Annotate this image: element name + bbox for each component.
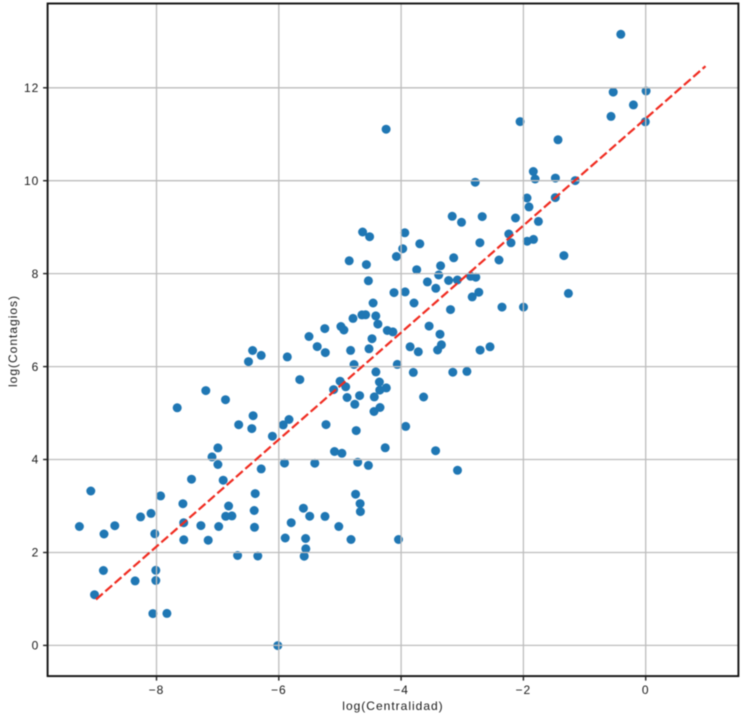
svg-text:10: 10 (24, 174, 39, 188)
svg-text:2: 2 (32, 546, 40, 560)
svg-text:0: 0 (642, 683, 650, 697)
svg-text:0: 0 (32, 639, 40, 653)
svg-text:−2: −2 (516, 683, 532, 697)
svg-text:4: 4 (32, 453, 40, 467)
svg-text:−6: −6 (271, 683, 287, 697)
svg-text:log(Contagios): log(Contagios) (6, 295, 20, 387)
svg-text:6: 6 (32, 360, 40, 374)
svg-text:−8: −8 (149, 683, 165, 697)
svg-text:12: 12 (24, 81, 39, 95)
svg-text:−4: −4 (393, 683, 409, 697)
svg-text:8: 8 (32, 267, 40, 281)
svg-text:log(Centralidad): log(Centralidad) (342, 699, 443, 713)
